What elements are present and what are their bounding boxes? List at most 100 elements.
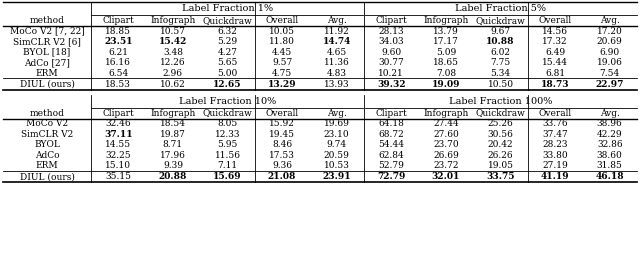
Text: 17.53: 17.53: [269, 151, 295, 160]
Text: 9.57: 9.57: [272, 58, 292, 67]
Text: 54.44: 54.44: [378, 140, 404, 149]
Text: Clipart: Clipart: [102, 16, 134, 25]
Text: Clipart: Clipart: [376, 109, 407, 118]
Text: 19.09: 19.09: [431, 80, 460, 89]
Text: 22.97: 22.97: [595, 80, 624, 89]
Text: SimCLR V2: SimCLR V2: [21, 130, 73, 139]
Text: 15.42: 15.42: [159, 37, 187, 46]
Text: Label Fraction 10%: Label Fraction 10%: [179, 97, 276, 105]
Text: 10.88: 10.88: [486, 37, 515, 46]
Text: 8.71: 8.71: [163, 140, 183, 149]
Text: method: method: [29, 109, 65, 118]
Text: 5.65: 5.65: [218, 58, 237, 67]
Text: Infograph: Infograph: [150, 16, 196, 25]
Text: 37.47: 37.47: [542, 130, 568, 139]
Text: 12.33: 12.33: [215, 130, 240, 139]
Text: 15.44: 15.44: [542, 58, 568, 67]
Text: 4.45: 4.45: [272, 48, 292, 57]
Text: 5.09: 5.09: [436, 48, 456, 57]
Text: SimCLR V2 [6]: SimCLR V2 [6]: [13, 37, 81, 46]
Text: 9.39: 9.39: [163, 161, 183, 170]
Text: 32.46: 32.46: [106, 119, 131, 128]
Text: BYOL [18]: BYOL [18]: [24, 48, 70, 57]
Text: Overall: Overall: [538, 109, 572, 118]
Text: 3.48: 3.48: [163, 48, 183, 57]
Text: 20.88: 20.88: [159, 172, 187, 181]
Text: 34.03: 34.03: [378, 37, 404, 46]
Text: 19.05: 19.05: [488, 161, 513, 170]
Text: 7.75: 7.75: [490, 58, 511, 67]
Text: 23.91: 23.91: [323, 172, 351, 181]
Text: Avg.: Avg.: [600, 16, 620, 25]
Text: 20.59: 20.59: [324, 151, 349, 160]
Text: 5.95: 5.95: [218, 140, 237, 149]
Text: 18.53: 18.53: [106, 80, 131, 89]
Text: 15.10: 15.10: [106, 161, 131, 170]
Text: 11.80: 11.80: [269, 37, 295, 46]
Text: 33.76: 33.76: [542, 119, 568, 128]
Text: 17.96: 17.96: [160, 151, 186, 160]
Text: Quickdraw: Quickdraw: [476, 16, 525, 25]
Text: 37.11: 37.11: [104, 130, 132, 139]
Text: 4.27: 4.27: [218, 48, 237, 57]
Text: DIUL (ours): DIUL (ours): [20, 172, 74, 181]
Text: 12.26: 12.26: [160, 58, 186, 67]
Text: 8.05: 8.05: [218, 119, 237, 128]
Text: 6.81: 6.81: [545, 69, 565, 78]
Text: Label Fraction 100%: Label Fraction 100%: [449, 97, 552, 105]
Text: 42.29: 42.29: [597, 130, 623, 139]
Text: 11.36: 11.36: [324, 58, 349, 67]
Text: Clipart: Clipart: [102, 109, 134, 118]
Text: 7.54: 7.54: [600, 69, 620, 78]
Text: 26.26: 26.26: [488, 151, 513, 160]
Text: 6.32: 6.32: [218, 27, 237, 36]
Text: 6.49: 6.49: [545, 48, 565, 57]
Text: 10.05: 10.05: [269, 27, 295, 36]
Text: 64.18: 64.18: [378, 119, 404, 128]
Text: Clipart: Clipart: [376, 16, 407, 25]
Text: 12.65: 12.65: [213, 80, 242, 89]
Text: 38.60: 38.60: [597, 151, 623, 160]
Text: MoCo V2 [7, 22]: MoCo V2 [7, 22]: [10, 27, 84, 36]
Text: 18.85: 18.85: [106, 27, 131, 36]
Text: 20.42: 20.42: [488, 140, 513, 149]
Text: 23.51: 23.51: [104, 37, 132, 46]
Text: 30.56: 30.56: [488, 130, 513, 139]
Text: Infograph: Infograph: [423, 109, 468, 118]
Text: BYOL: BYOL: [34, 140, 60, 149]
Text: 27.19: 27.19: [542, 161, 568, 170]
Text: 33.80: 33.80: [542, 151, 568, 160]
Text: ERM: ERM: [36, 161, 58, 170]
Text: 13.79: 13.79: [433, 27, 459, 36]
Text: 19.69: 19.69: [324, 119, 349, 128]
Text: 35.15: 35.15: [106, 172, 131, 181]
Text: 7.11: 7.11: [218, 161, 237, 170]
Text: 23.70: 23.70: [433, 140, 459, 149]
Text: 10.53: 10.53: [324, 161, 349, 170]
Text: AdCo [27]: AdCo [27]: [24, 58, 70, 67]
Text: Avg.: Avg.: [327, 16, 347, 25]
Text: 62.84: 62.84: [378, 151, 404, 160]
Text: 6.90: 6.90: [600, 48, 620, 57]
Text: 28.13: 28.13: [378, 27, 404, 36]
Text: 7.08: 7.08: [436, 69, 456, 78]
Text: 10.50: 10.50: [488, 80, 513, 89]
Text: 41.19: 41.19: [541, 172, 570, 181]
Text: 30.77: 30.77: [378, 58, 404, 67]
Text: Label Fraction 1%: Label Fraction 1%: [182, 4, 273, 13]
Text: 19.06: 19.06: [596, 58, 623, 67]
Text: 9.36: 9.36: [272, 161, 292, 170]
Text: MoCo V2: MoCo V2: [26, 119, 68, 128]
Text: 17.20: 17.20: [597, 27, 623, 36]
Text: Infograph: Infograph: [423, 16, 468, 25]
Text: 14.55: 14.55: [105, 140, 131, 149]
Text: 6.21: 6.21: [108, 48, 128, 57]
Text: 21.08: 21.08: [268, 172, 296, 181]
Text: 11.56: 11.56: [214, 151, 241, 160]
Text: Quickdraw: Quickdraw: [203, 109, 252, 118]
Text: 5.29: 5.29: [218, 37, 237, 46]
Text: 16.16: 16.16: [106, 58, 131, 67]
Text: 9.67: 9.67: [490, 27, 511, 36]
Text: 4.75: 4.75: [272, 69, 292, 78]
Text: 2.96: 2.96: [163, 69, 183, 78]
